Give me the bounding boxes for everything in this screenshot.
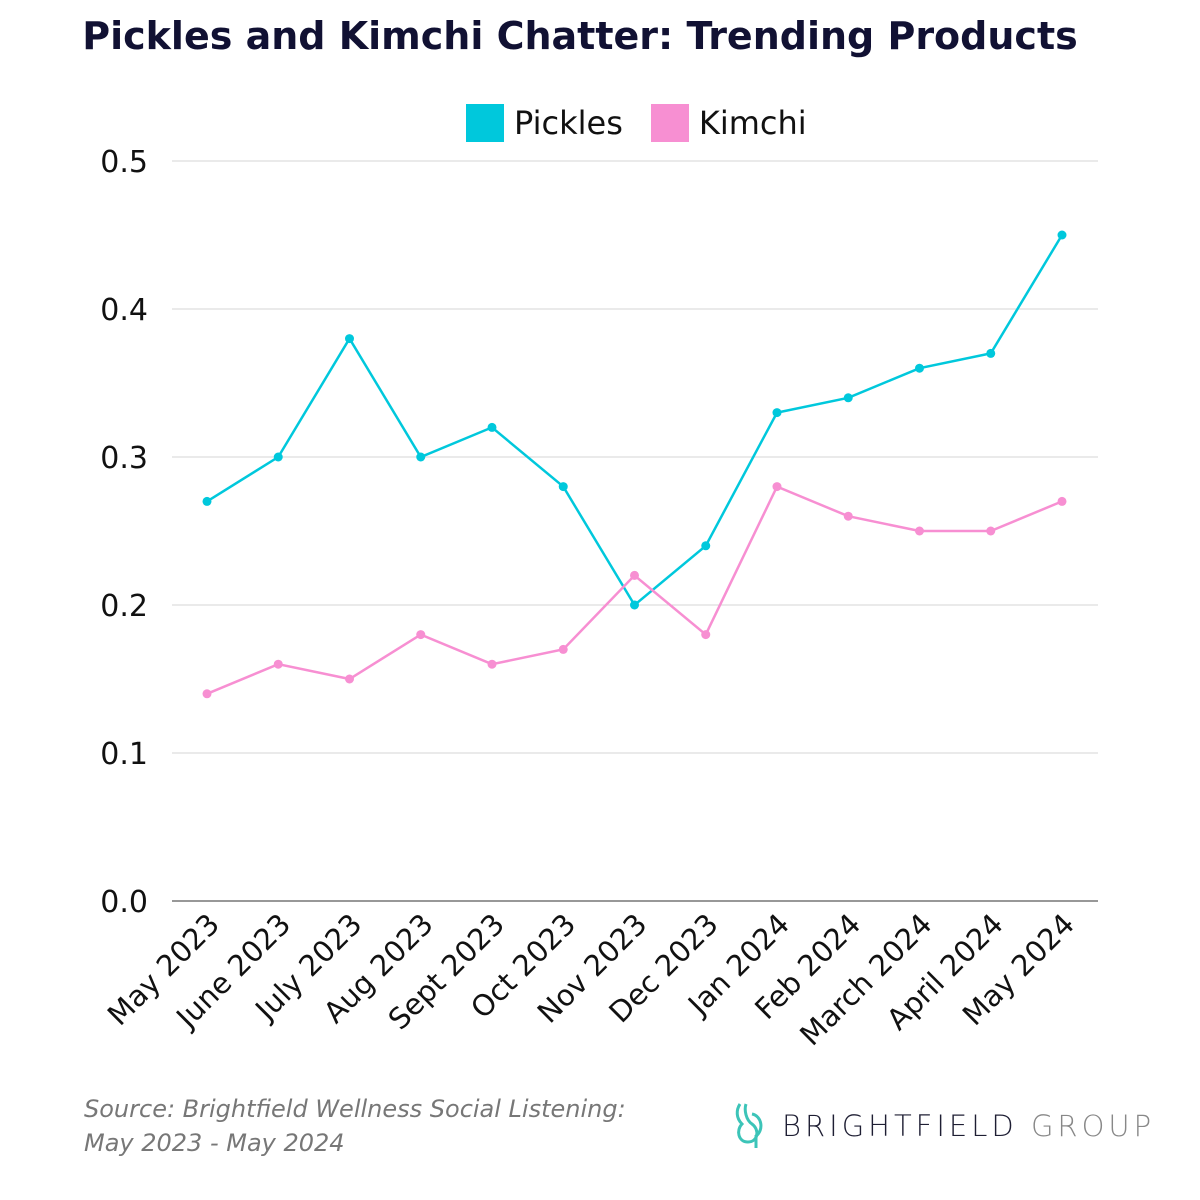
data-point-kimchi <box>558 644 568 654</box>
data-point-pickles <box>843 393 853 403</box>
data-point-pickles <box>1057 230 1067 240</box>
data-point-kimchi <box>202 689 212 699</box>
legend-item-pickles: Pickles <box>466 104 623 142</box>
data-point-kimchi <box>273 659 283 669</box>
legend-swatch-kimchi <box>650 104 689 142</box>
data-point-kimchi <box>1057 496 1067 506</box>
data-point-pickles <box>701 541 711 551</box>
data-point-kimchi <box>772 482 782 492</box>
source-note: Source: Brightfield Wellness Social List… <box>84 1092 626 1160</box>
series-line-pickles <box>206 234 1064 607</box>
data-point-pickles <box>986 348 996 358</box>
source-line-1: Source: Brightfield Wellness Social List… <box>84 1095 626 1123</box>
data-point-pickles <box>630 600 639 610</box>
data-point-kimchi <box>487 659 497 669</box>
legend-item-kimchi: Kimchi <box>650 104 807 142</box>
data-point-kimchi <box>986 526 996 536</box>
data-point-kimchi <box>416 630 426 640</box>
legend-label-kimchi: Kimchi <box>698 104 807 142</box>
logo-word-group: GROUP <box>1030 1109 1156 1143</box>
brightfield-logo: BRIGHTFIELD GROUP <box>734 1102 1155 1150</box>
data-point-pickles <box>273 452 283 462</box>
y-tick-label: 0.5 <box>100 145 148 180</box>
data-point-pickles <box>772 408 782 418</box>
y-tick-label: 0.2 <box>100 589 148 624</box>
legend-label-pickles: Pickles <box>514 104 623 142</box>
source-line-2: May 2023 - May 2024 <box>84 1129 345 1157</box>
y-tick-label: 0.3 <box>100 441 148 476</box>
data-point-kimchi <box>345 674 354 684</box>
legend: Pickles Kimchi <box>466 104 835 142</box>
data-point-pickles <box>416 452 426 462</box>
y-tick-label: 0.4 <box>100 293 148 328</box>
data-point-pickles <box>345 334 354 344</box>
data-point-pickles <box>487 422 497 432</box>
y-tick-label: 0.1 <box>100 737 148 772</box>
data-point-pickles <box>558 482 568 492</box>
data-point-kimchi <box>843 511 853 521</box>
y-tick-label: 0.0 <box>100 885 148 920</box>
data-point-kimchi <box>701 630 711 640</box>
logo-word-brightfield: BRIGHTFIELD <box>782 1109 1018 1143</box>
legend-swatch-pickles <box>466 104 504 142</box>
brightfield-logo-icon <box>735 1103 763 1148</box>
series-line-kimchi <box>206 484 1063 695</box>
data-point-pickles <box>915 363 924 373</box>
chart-title: Pickles and Kimchi Chatter: Trending Pro… <box>82 14 1078 58</box>
data-point-kimchi <box>630 570 639 580</box>
data-point-pickles <box>202 496 212 506</box>
data-point-kimchi <box>915 526 924 536</box>
